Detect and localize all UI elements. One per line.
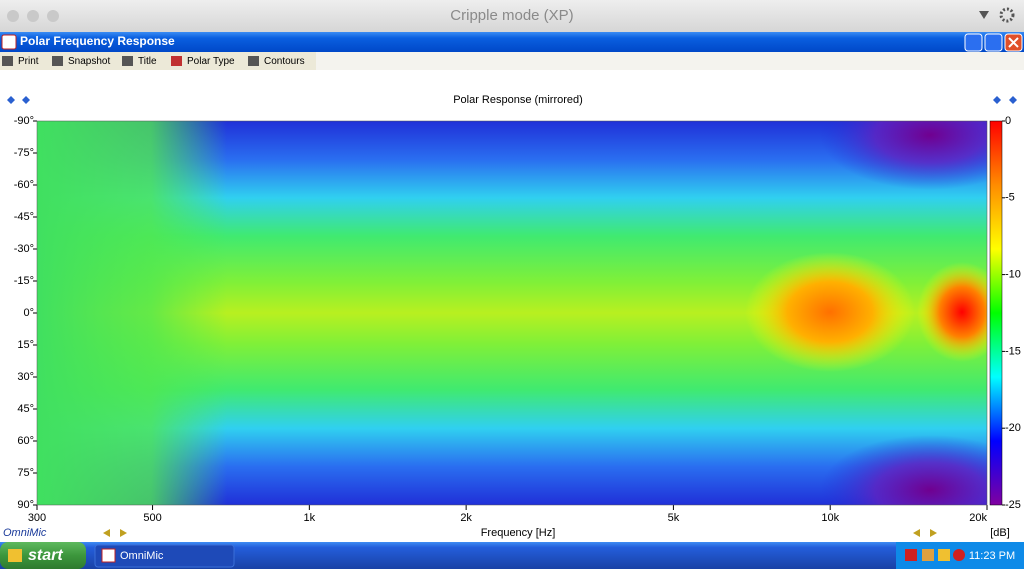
toolbar-icon[interactable] <box>2 56 13 66</box>
tray-icon[interactable] <box>938 549 950 561</box>
heatmap <box>37 121 987 505</box>
y-tick-label: -90° <box>14 115 34 127</box>
toolbar-icon[interactable] <box>122 56 133 66</box>
colorbar-tick-label: -20 <box>1005 422 1021 434</box>
x-tick-label: 10k <box>821 512 839 524</box>
task-label[interactable]: OmniMic <box>120 550 164 562</box>
minimize-button[interactable] <box>964 33 983 52</box>
y-tick-label: -60° <box>14 179 34 191</box>
x-tick-label: 2k <box>460 512 472 524</box>
colorbar-tick-label: -10 <box>1005 269 1021 281</box>
plot-frame <box>36 120 988 506</box>
colorbar <box>989 120 1003 506</box>
close-dot[interactable] <box>7 10 19 22</box>
heatmap-peak <box>745 252 915 372</box>
toolbar-button[interactable]: Snapshot <box>68 56 110 67</box>
y-tick-label: -15° <box>14 275 34 287</box>
toolbar-button[interactable]: Title <box>138 56 157 67</box>
toolbar-icon[interactable] <box>52 56 63 66</box>
gear-icon[interactable] <box>999 7 1015 23</box>
x-axis-label: Frequency [Hz] <box>481 527 556 539</box>
colorbar-tick-label: 0 <box>1005 115 1011 127</box>
y-tick-label: 45° <box>17 403 34 415</box>
colorbar-tick-label: -25 <box>1005 499 1021 511</box>
colorbar-label: [dB] <box>990 527 1010 539</box>
x-tick-label: 5k <box>668 512 680 524</box>
tray-icon[interactable] <box>905 549 917 561</box>
mac-titlebar <box>0 0 1024 32</box>
restore-button[interactable] <box>984 33 1003 52</box>
toolbar-button[interactable]: Print <box>18 56 39 67</box>
clock: 11:23 PM <box>969 550 1015 562</box>
y-tick-label: 0° <box>23 307 34 319</box>
y-tick-label: -30° <box>14 243 34 255</box>
heatmap-low <box>820 435 987 505</box>
window-titlebar <box>0 32 1024 52</box>
app-icon <box>1 34 17 50</box>
mac-title: Cripple mode (XP) <box>450 7 573 24</box>
tray-icon[interactable] <box>953 549 965 561</box>
toolbar <box>0 52 316 70</box>
colorbar-tick-label: -15 <box>1005 345 1021 357</box>
dropdown-icon[interactable] <box>979 11 989 19</box>
heatmap-low <box>820 121 987 190</box>
toolbar-icon[interactable] <box>248 56 259 66</box>
brand: OmniMic <box>3 527 47 539</box>
y-tick-label: 75° <box>17 467 34 479</box>
close-glyph <box>1008 37 1019 48</box>
y-tick-label: 15° <box>17 339 34 351</box>
minimize-dot[interactable] <box>27 10 39 22</box>
x-tick-label: 500 <box>143 512 161 524</box>
y-tick-label: -45° <box>14 211 34 223</box>
windows-logo <box>8 549 22 562</box>
colorbar-tick-label: -5 <box>1005 192 1015 204</box>
x-tick-label: 20k <box>969 512 987 524</box>
task-button[interactable] <box>94 544 235 568</box>
start-label[interactable]: start <box>28 547 63 564</box>
toolbar-button[interactable]: Contours <box>264 56 305 67</box>
heatmap-left <box>37 121 227 505</box>
toolbar-button[interactable]: Polar Type <box>187 56 235 67</box>
x-tick-label: 1k <box>304 512 316 524</box>
x-tick-label: 300 <box>28 512 46 524</box>
y-tick-label: 60° <box>17 435 34 447</box>
task-icon <box>101 548 116 563</box>
heatmap-peak <box>917 262 987 362</box>
zoom-dot[interactable] <box>47 10 59 22</box>
y-tick-label: 90° <box>17 499 34 511</box>
y-tick-label: -75° <box>14 147 34 159</box>
window-title: Polar Frequency Response <box>20 34 175 48</box>
toolbar-icon[interactable] <box>171 56 182 66</box>
tray-icon[interactable] <box>922 549 934 561</box>
start-button[interactable] <box>0 542 86 569</box>
chart-title: Polar Response (mirrored) <box>453 94 583 106</box>
y-tick-label: 30° <box>17 371 34 383</box>
